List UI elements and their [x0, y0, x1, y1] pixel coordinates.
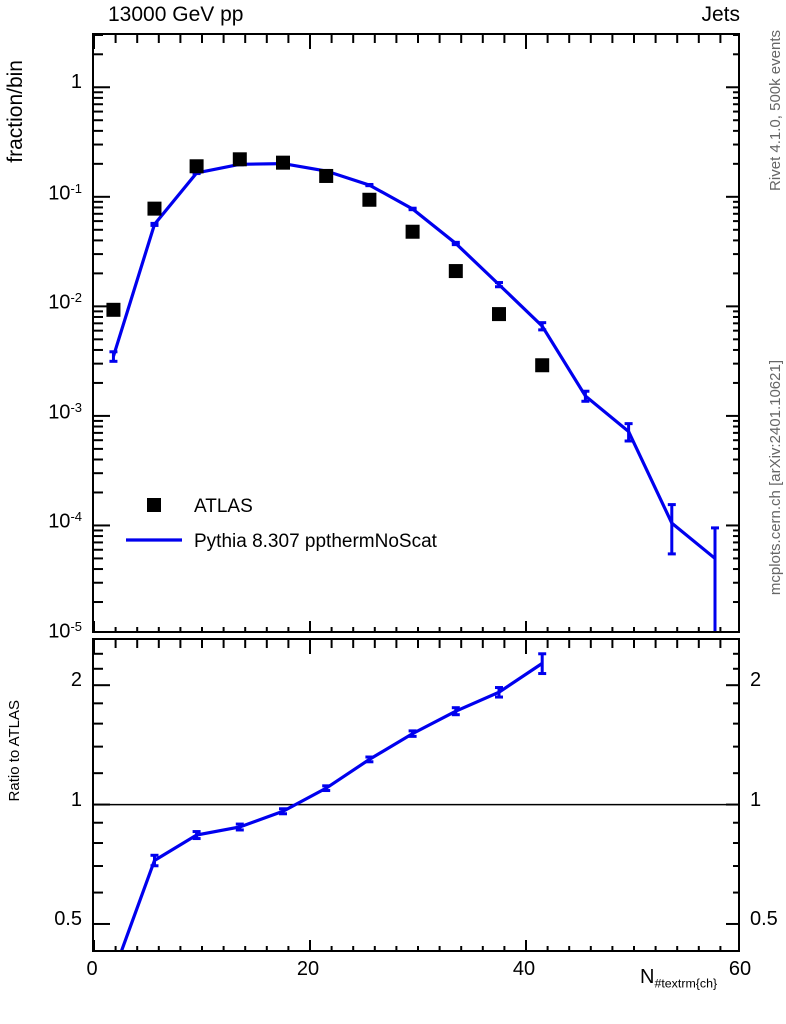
data-point-marker[interactable]: [362, 192, 377, 207]
y-tick-label-ratio-left: 0.5: [54, 907, 82, 930]
ratio-errorbar[interactable]: [365, 755, 374, 764]
mc-errorbar[interactable]: [365, 182, 374, 188]
y-tick-label-main: 10-1: [48, 180, 82, 205]
ratio-plot-canvas: [94, 640, 738, 950]
y-tick-label-ratio-left: 1: [70, 788, 82, 811]
legend-label-mc[interactable]: Pythia 8.307 ppthermNoScat: [194, 531, 438, 552]
rivet-version-credit: Rivet 4.1.0, 500k events: [767, 30, 784, 191]
mc-errorbar[interactable]: [451, 240, 460, 247]
x-tick-label: 40: [512, 958, 536, 980]
y-tick-label-ratio-right: 0.5: [750, 907, 778, 930]
ratio-errorbar[interactable]: [495, 686, 503, 699]
data-point-marker[interactable]: [147, 201, 162, 216]
ratio-errorbar[interactable]: [322, 784, 331, 793]
data-point-marker[interactable]: [276, 155, 290, 170]
data-point-marker[interactable]: [405, 224, 420, 239]
y-tick-label-main: 1: [70, 71, 82, 94]
data-point-marker[interactable]: [106, 302, 121, 317]
ratio-errorbar[interactable]: [235, 822, 244, 832]
y-tick-label-main: 10-2: [48, 290, 82, 314]
data-point-marker[interactable]: [232, 152, 247, 167]
data-point-marker[interactable]: [319, 168, 334, 183]
ratio-errorbar[interactable]: [451, 706, 460, 717]
x-tick-label: 0: [86, 958, 98, 980]
mc-errorbar[interactable]: [581, 389, 590, 403]
x-tick-label: 20: [296, 958, 320, 980]
ratio-errorbar[interactable]: [192, 830, 201, 841]
data-point-marker[interactable]: [492, 307, 506, 322]
y-tick-label-ratio-left: 2: [70, 669, 82, 692]
y-axis-label-ratio: Ratio to ATLAS: [6, 700, 23, 802]
mcplots-arxiv-credit: mcplots.cern.ch [arXiv:2401.10621]: [767, 360, 784, 596]
y-tick-label-main: 10-5: [48, 619, 82, 643]
main-plot-panel: ATLAS Pythia 8.307 ppthermNoScat: [92, 33, 740, 633]
y-tick-label-main: 10-3: [48, 399, 82, 424]
x-tick-label: 60: [728, 958, 752, 980]
x-axis-label: N#textrm{ch}: [640, 966, 717, 990]
mc-errorbar[interactable]: [495, 281, 503, 289]
header-collision-energy: 13000 GeV pp: [108, 3, 244, 26]
ratio-errorbar[interactable]: [150, 853, 159, 868]
x-axis-label-subscript: #textrm{ch}: [654, 976, 718, 991]
mc-errorbar[interactable]: [667, 503, 676, 556]
data-point-marker[interactable]: [189, 159, 204, 174]
header-analysis-category: Jets: [701, 3, 740, 26]
ratio-errorbar[interactable]: [279, 807, 287, 816]
mc-errorbar[interactable]: [109, 350, 118, 363]
ratio-errorbar[interactable]: [408, 729, 417, 738]
ratio-errorbar[interactable]: [538, 652, 547, 676]
main-plot-canvas: ATLAS Pythia 8.307 ppthermNoScat: [94, 35, 738, 631]
y-tick-label-main: 10-4: [48, 509, 82, 533]
legend-label-atlas[interactable]: ATLAS: [194, 496, 253, 517]
mc-errorbar[interactable]: [150, 221, 159, 227]
mc-errorbar[interactable]: [538, 321, 547, 332]
x-axis-label-base: N: [640, 966, 655, 988]
y-tick-label-ratio-right: 2: [750, 669, 762, 692]
ratio-plot-panel: [92, 638, 740, 952]
legend-marker-atlas[interactable]: [147, 498, 161, 512]
y-axis-label-main: fraction/bin: [4, 60, 27, 163]
data-point-marker[interactable]: [535, 358, 550, 373]
y-tick-label-ratio-right: 1: [750, 788, 762, 811]
data-point-marker[interactable]: [448, 264, 463, 279]
mc-errorbar[interactable]: [408, 206, 417, 212]
mc-errorbar[interactable]: [624, 422, 633, 443]
ratio-curve[interactable]: [113, 662, 544, 950]
